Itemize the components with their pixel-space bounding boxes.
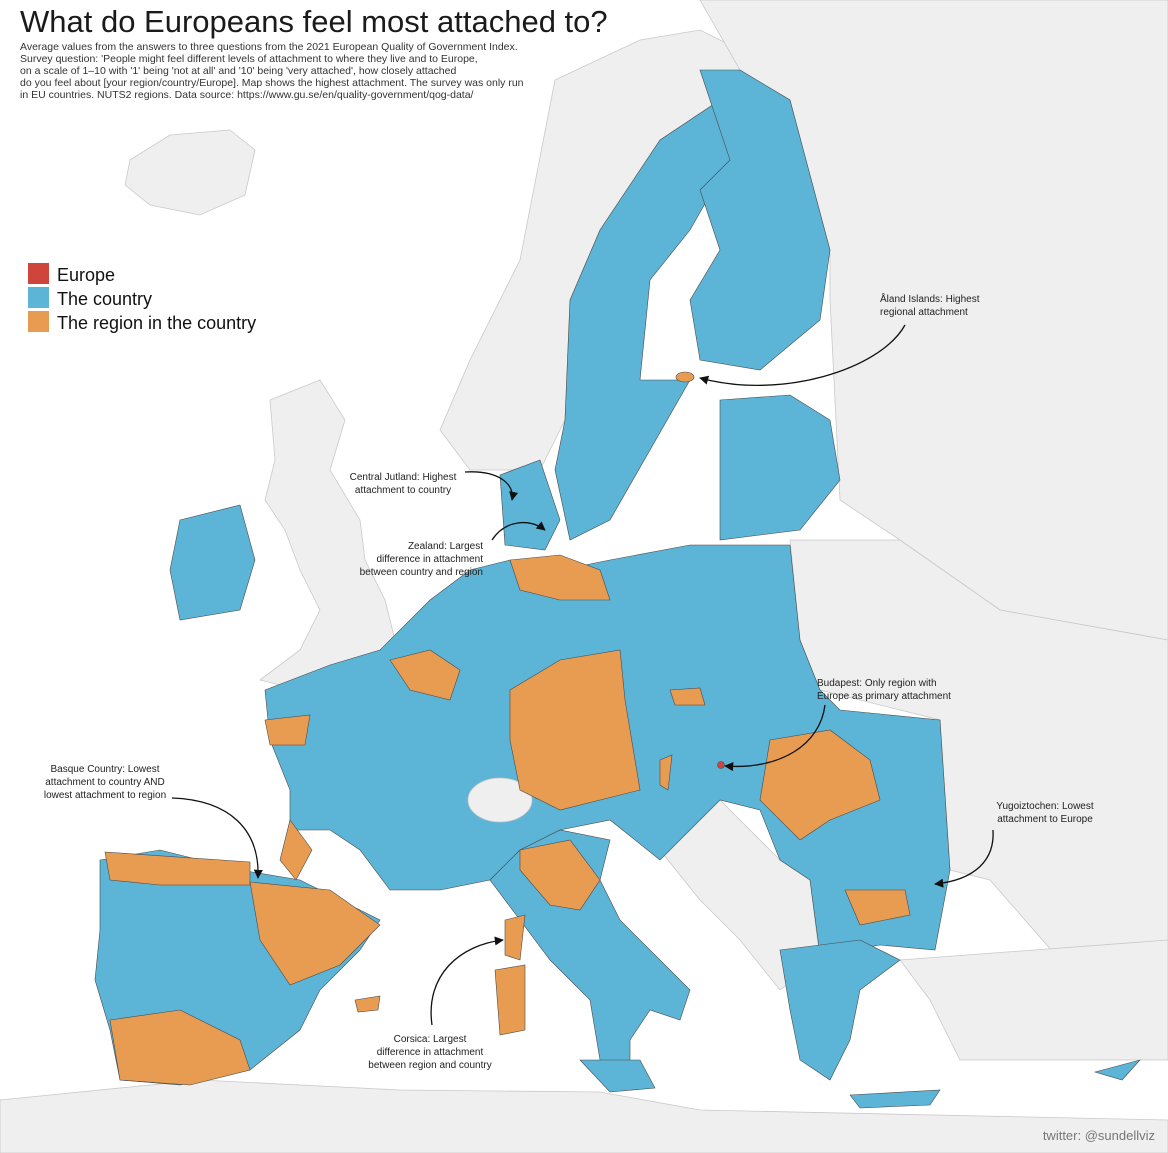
map-region [1093,1059,1141,1081]
map-region [509,554,611,601]
map-region [689,69,831,371]
map-region [519,839,601,911]
annotation-line: difference in attachment [376,554,483,565]
map-region [354,995,381,1013]
map-region [249,881,381,986]
map-region [169,504,256,621]
map-region [659,754,673,791]
map-region [675,371,695,383]
map-title: What do Europeans feel most attached to? [20,4,608,39]
map-region [579,1059,656,1093]
map-region [389,649,461,701]
subtitle-line: Survey question: 'People might feel diff… [20,53,478,65]
subtitle-line: Average values from the answers to three… [20,41,518,53]
annotation-line: Europe as primary attachment [817,691,951,702]
legend-label: The country [57,289,152,309]
map-region [779,939,901,1081]
annotation-line: attachment to country [355,485,451,496]
legend-label: The region in the country [57,313,256,333]
annotation-line: attachment to country AND [45,777,165,788]
annotation-arrow [934,829,994,888]
annotation-line: Zealand: Largest [408,541,483,552]
map-region [504,914,526,961]
annotation-line: Corsica: Largest [394,1034,467,1045]
map-shape [467,777,533,823]
map-region [279,819,313,881]
annotation-line: difference in attachment [377,1047,484,1058]
annotation-line: Basque Country: Lowest [51,764,160,775]
map-shape [0,1079,1168,1153]
legend-label: Europe [57,265,115,285]
annotation-line: Central Jutland: Highest [350,472,457,483]
annotation-line: regional attachment [880,307,968,318]
legend-swatch [28,263,49,284]
annotation-arrow [464,471,519,501]
map-shape [259,379,396,691]
map-region [717,761,725,769]
map-region [104,851,251,886]
annotation-line: attachment to Europe [997,814,1093,825]
annotation-line: Åland Islands: Highest [880,292,980,305]
annotation-line: lowest attachment to region [44,790,166,801]
map-region [669,687,706,706]
map-region [499,459,561,551]
map-region [264,714,311,746]
legend: Europe The country The region in the cou… [28,263,256,333]
credit: twitter: @sundellviz [1043,1128,1155,1143]
subtitle-line: in EU countries. NUTS2 regions. Data sou… [20,89,474,101]
map-region [494,964,526,1036]
annotation-arrow [491,521,546,541]
map-region [509,649,641,811]
subtitle-line: do you feel about [your region/country/E… [20,77,524,89]
subtitle-line: on a scale of 1–10 with '1' being 'not a… [20,65,456,77]
annotation-arrow [724,704,826,772]
annotation-arrow [171,797,263,879]
map-region [109,1009,251,1086]
eu-regions [94,69,1141,1109]
map-region [844,889,911,926]
map-region [849,1089,941,1109]
map-region [759,729,881,841]
annotation-arrow [430,936,504,1026]
map-region [719,394,841,541]
annotation-line: Yugoiztochen: Lowest [996,801,1094,812]
annotation-line: between region and country [368,1060,491,1071]
annotation-line: Budapest: Only region with [817,678,937,689]
annotation-line: between country and region [360,567,483,578]
legend-swatch [28,287,49,308]
legend-swatch [28,311,49,332]
annotation-arrow [699,324,906,386]
map-region [554,99,731,541]
map-shape [899,939,1168,1061]
map-shape [124,129,256,216]
annotations: Åland Islands: Highest regional attachme… [44,292,1094,1071]
